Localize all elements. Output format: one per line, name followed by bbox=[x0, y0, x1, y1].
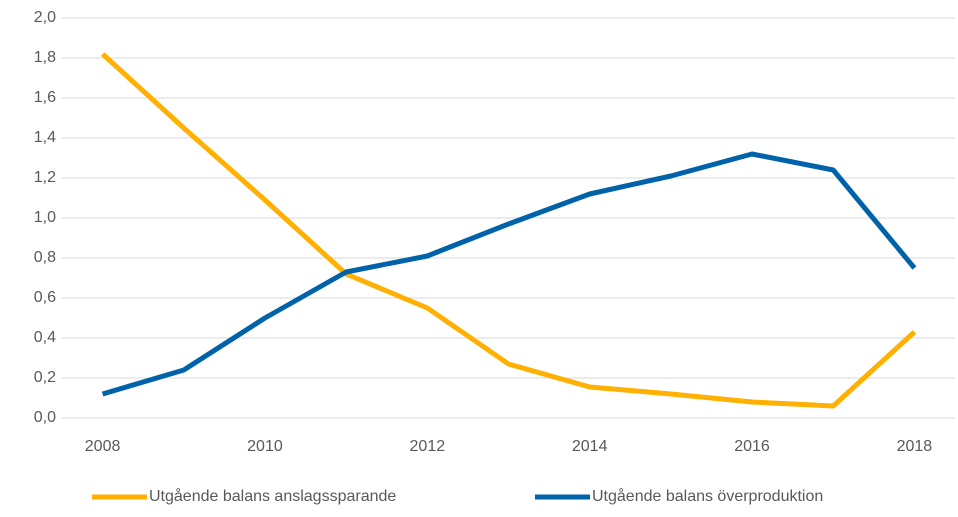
y-tick-label: 1,8 bbox=[34, 49, 56, 66]
y-tick-label: 2,0 bbox=[34, 9, 56, 26]
legend-label: Utgående balans anslagssparande bbox=[149, 487, 396, 505]
y-tick-label: 0,8 bbox=[34, 249, 56, 266]
legend-label: Utgående balans överproduktion bbox=[592, 487, 823, 505]
y-tick-label: 0,2 bbox=[34, 369, 56, 386]
y-tick-label: 1,6 bbox=[34, 89, 56, 106]
x-tick-label: 2012 bbox=[410, 438, 446, 455]
x-tick-label: 2016 bbox=[734, 438, 770, 455]
y-tick-label: 1,2 bbox=[34, 169, 56, 186]
x-tick-label: 2010 bbox=[247, 438, 283, 455]
series-line bbox=[101, 151, 917, 397]
y-tick-label: 1,4 bbox=[34, 129, 56, 146]
y-tick-label: 0,4 bbox=[34, 329, 56, 346]
y-tick-label: 0,0 bbox=[34, 409, 56, 426]
y-tick-label: 1,0 bbox=[34, 209, 56, 226]
x-tick-label: 2008 bbox=[85, 438, 121, 455]
series-line bbox=[100, 52, 917, 409]
y-tick-label: 0,6 bbox=[34, 289, 56, 306]
x-tick-label: 2018 bbox=[897, 438, 933, 455]
x-tick-label: 2014 bbox=[572, 438, 608, 455]
